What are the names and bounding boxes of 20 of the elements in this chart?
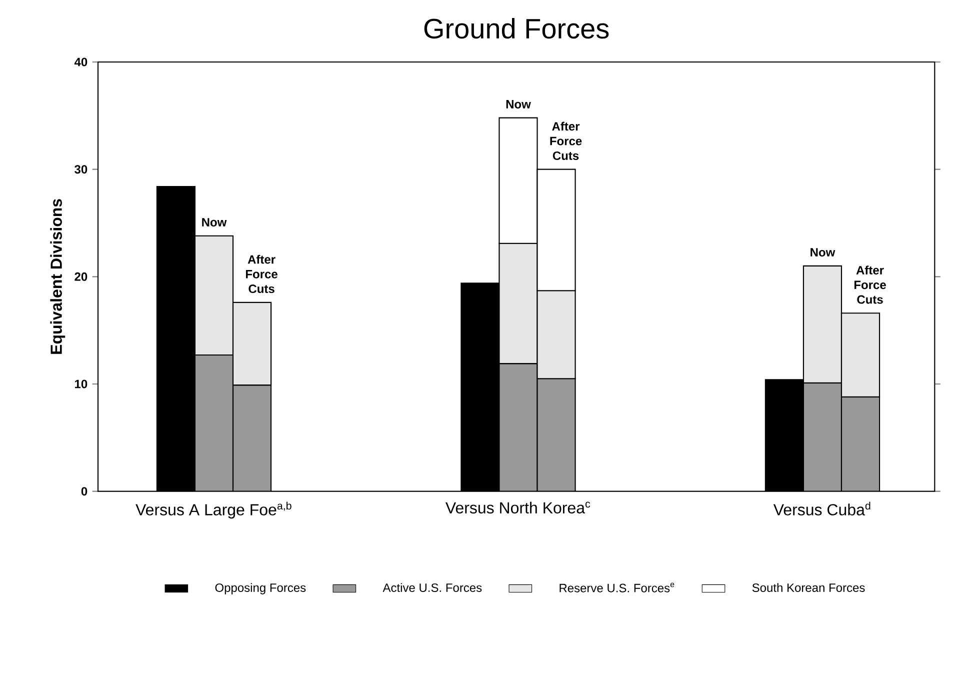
legend-label: Active U.S. Forces — [382, 583, 482, 592]
annotation: After Force Cuts — [246, 254, 278, 294]
y-axis-title: Equivalent Divisions — [50, 199, 66, 354]
y-tick-label: 0 — [81, 487, 88, 496]
annotation: After Force Cuts — [854, 266, 886, 304]
legend-label: Opposing Forces — [215, 583, 306, 594]
legend-label: South Korean Forces — [752, 583, 865, 592]
annotation: Now — [506, 100, 531, 108]
y-tick-label: 20 — [74, 272, 88, 281]
x-tick-label: Versus A Large Foe$^{a,b}$ — [136, 502, 292, 519]
y-tick-label: 40 — [74, 58, 88, 66]
annotation: Now — [810, 248, 836, 257]
y-tick-label: 10 — [75, 380, 88, 388]
y-tick-label: 30 — [74, 165, 88, 174]
annotation: After Force Cuts — [550, 122, 582, 160]
x-tick-label: Versus Cuba$^{d}$ — [773, 502, 870, 516]
legend-label: Reserve U.S. Forces$^{e}$ — [560, 582, 674, 592]
annotation: Now — [202, 218, 227, 227]
x-tick-label: Versus North Korea$^{c}$ — [445, 502, 590, 514]
chart-title: Ground Forces — [424, 18, 609, 39]
